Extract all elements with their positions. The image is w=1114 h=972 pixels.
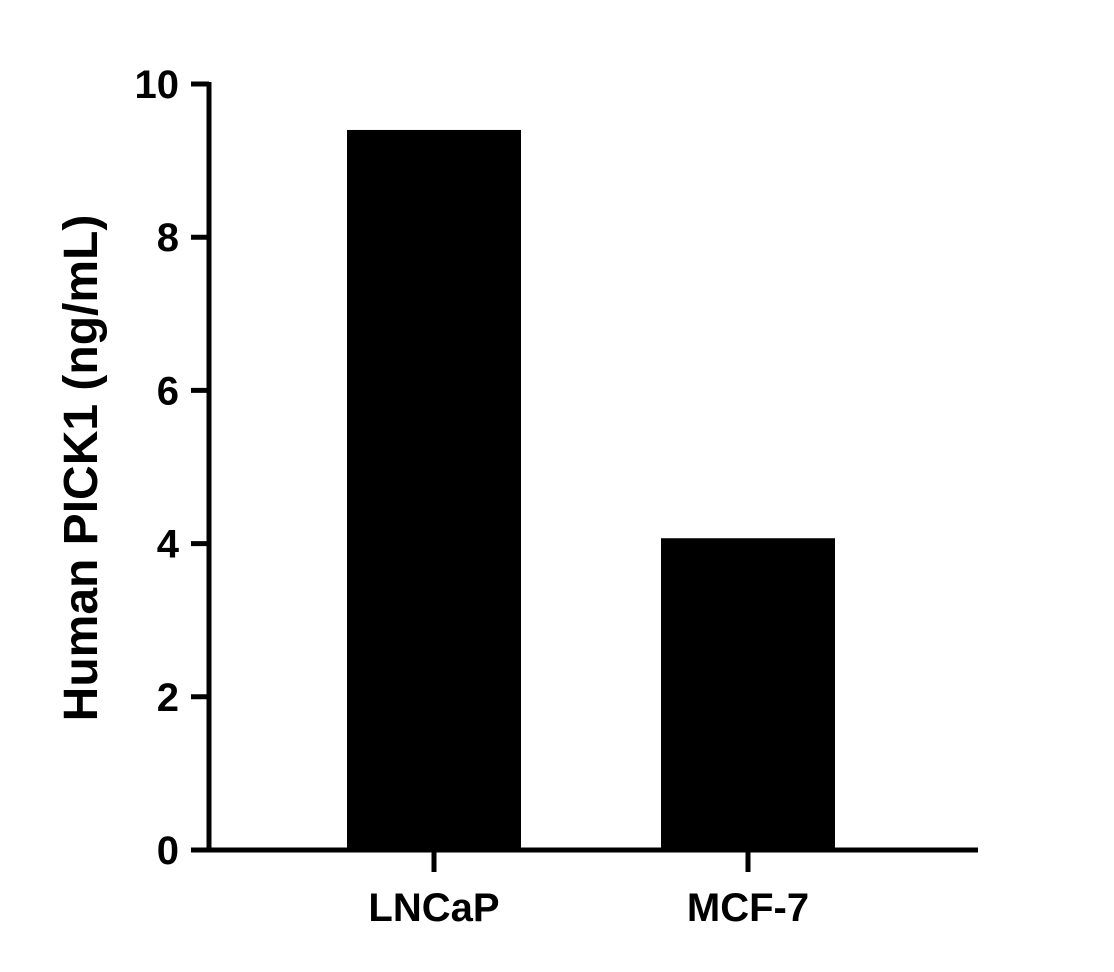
y-axis-title: Human PICK1 (ng/mL) (55, 215, 108, 722)
x-tick-label-mcf-7: MCF-7 (687, 886, 809, 930)
axes-layer (206, 82, 978, 853)
y-tick-label-10: 10 (135, 63, 180, 107)
y-tick-label-0: 0 (157, 829, 179, 873)
y-tick-label-8: 8 (157, 216, 179, 260)
bar-mcf-7 (661, 538, 835, 850)
bars-layer (347, 129, 835, 850)
y-tick-label-6: 6 (157, 369, 179, 413)
y-tick-label-4: 4 (157, 523, 180, 567)
ticks-layer: 0 2 4 6 8 10 LNCaP MCF-7 (135, 63, 810, 930)
x-tick-label-lncap: LNCaP (368, 886, 499, 930)
y-tick-label-2: 2 (157, 676, 179, 720)
bar-lncap (347, 129, 521, 850)
